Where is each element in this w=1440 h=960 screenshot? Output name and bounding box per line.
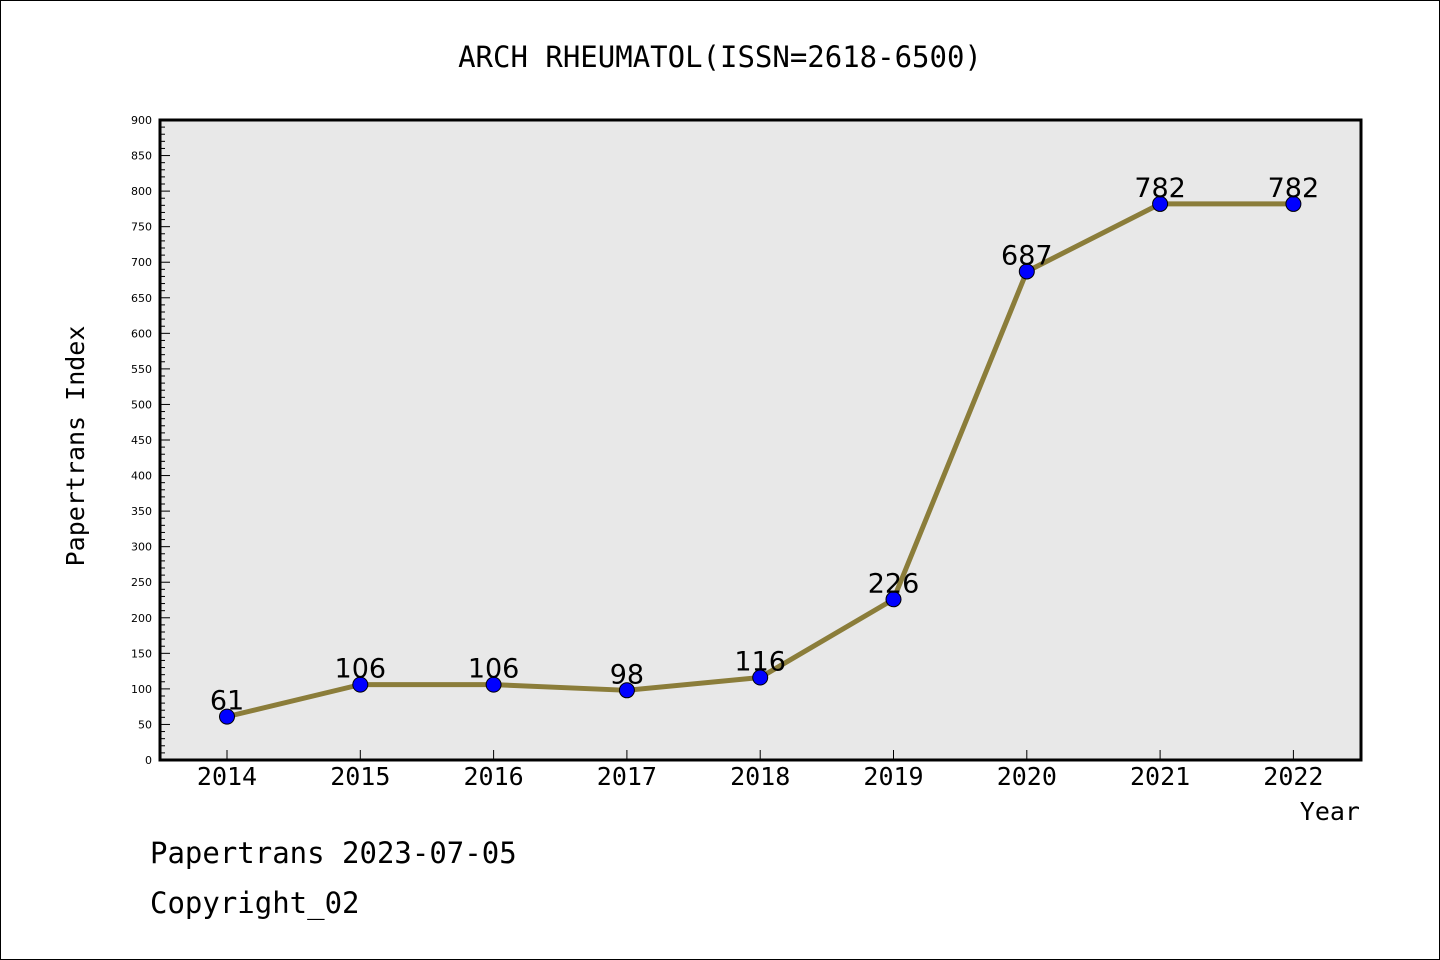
x-tick-label: 2015 (330, 762, 390, 791)
data-label: 687 (1001, 240, 1053, 271)
data-point (1018, 263, 1035, 280)
x-axis-label: Year (1300, 797, 1360, 826)
data-label: 106 (335, 654, 387, 685)
data-point (219, 708, 235, 725)
data-label: 782 (1268, 173, 1320, 204)
x-tick-label: 2019 (863, 762, 923, 791)
y-tick-label: 0 (145, 754, 152, 767)
y-axis-label: Papertrans Index (61, 326, 90, 567)
data-label: 98 (610, 659, 644, 690)
data-point (485, 676, 502, 693)
x-axis: 2014 2015 2016 2017 2018 2019 2020 2021 2022 (197, 750, 1324, 791)
x-tick-label: 2021 (1130, 762, 1190, 791)
y-tick-label: 250 (131, 576, 152, 589)
data-label: 116 (734, 647, 786, 678)
data-label: 106 (468, 654, 520, 685)
y-tick-label: 650 (131, 292, 152, 305)
data-points (219, 195, 1302, 725)
y-tick-label: 200 (131, 612, 152, 625)
y-tick-label: 500 (131, 398, 152, 411)
y-tick-label: 100 (131, 683, 152, 696)
y-tick-label: 800 (131, 185, 152, 198)
y-tick-label: 450 (131, 434, 152, 447)
data-label: 782 (1134, 173, 1186, 204)
y-axis: 0 50 100 150 200 250 300 350 400 450 500 550 600 650 7… (131, 114, 170, 767)
x-tick-label: 2014 (197, 762, 257, 791)
y-tick-label: 50 (138, 718, 152, 731)
data-point (352, 676, 369, 693)
x-tick-label: 2018 (730, 762, 790, 791)
data-point (1152, 195, 1169, 212)
y-tick-label: 600 (131, 327, 152, 340)
data-labels: 61 106 106 98 116 226 687 782 782 (210, 173, 1319, 717)
data-label: 61 (210, 686, 244, 717)
y-tick-label: 850 (131, 150, 152, 163)
data-label: 226 (868, 568, 920, 599)
x-tick-label: 2020 (997, 762, 1057, 791)
y-tick-label: 150 (131, 647, 152, 660)
y-tick-label: 300 (131, 541, 152, 554)
y-tick-label: 700 (131, 256, 152, 269)
x-tick-label: 2022 (1263, 762, 1323, 791)
y-tick-label: 550 (131, 363, 152, 376)
data-point (752, 669, 769, 686)
plot-area (158, 118, 1363, 762)
y-tick-label: 750 (131, 221, 152, 234)
x-tick-label: 2016 (463, 762, 523, 791)
y-tick-label: 900 (131, 114, 152, 127)
footer-date: Papertrans 2023-07-05 (150, 836, 517, 870)
data-point (885, 591, 902, 608)
y-tick-label: 350 (131, 505, 152, 518)
y-tick-label: 400 (131, 470, 152, 483)
data-point (618, 682, 635, 699)
footer-copyright: Copyright_02 (150, 886, 360, 920)
x-tick-label: 2017 (597, 762, 657, 791)
chart-title: ARCH RHEUMATOL(ISSN=2618-6500) (458, 40, 982, 74)
data-point (1285, 195, 1302, 212)
